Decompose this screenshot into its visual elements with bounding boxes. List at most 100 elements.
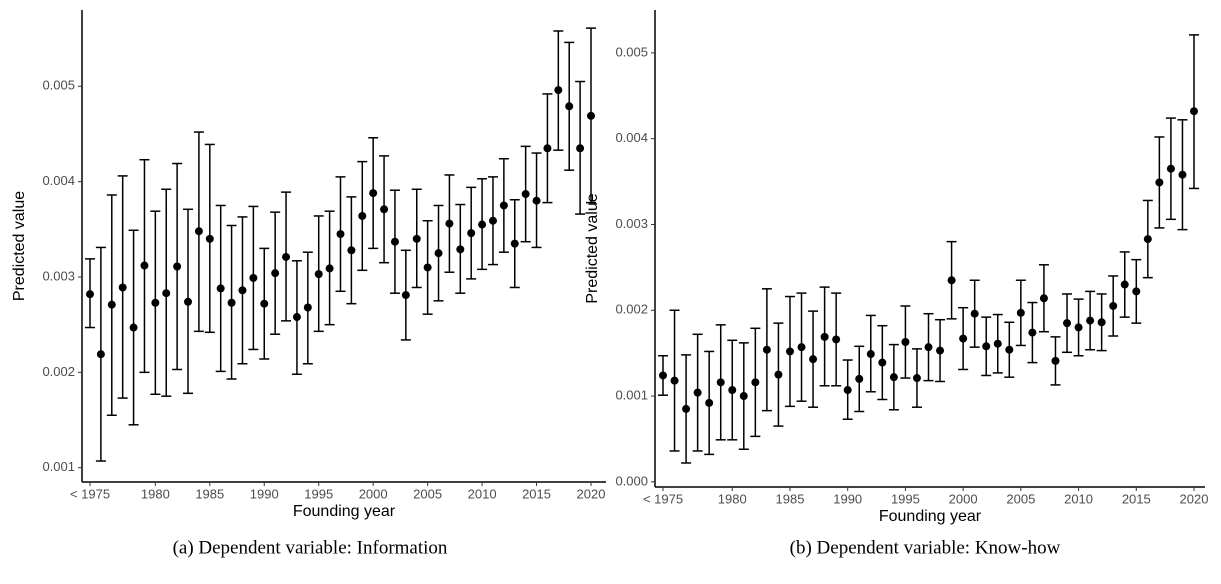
point (751, 378, 760, 387)
point (347, 246, 356, 255)
y-tick-label: 0.004 (42, 173, 75, 188)
point (1063, 319, 1072, 328)
point (565, 102, 574, 111)
point (587, 111, 595, 120)
point (1097, 318, 1106, 327)
y-axis-title: Predicted value (11, 191, 28, 301)
point (1028, 328, 1037, 337)
point (912, 374, 921, 383)
y-tick-label: 0.003 (615, 216, 648, 231)
y-tick-label: 0.002 (42, 364, 75, 379)
x-tick-label: 2020 (577, 486, 606, 501)
x-tick-label: 2015 (522, 486, 551, 501)
point (993, 339, 1002, 348)
caption: (b) Dependent variable: Know-how (790, 537, 1061, 558)
x-tick-label: 1995 (304, 486, 333, 501)
y-tick-label: 0.000 (615, 473, 648, 488)
y-axis-title: Predicted value (584, 193, 601, 303)
point (521, 190, 530, 199)
point (878, 358, 887, 367)
point (809, 355, 818, 364)
point (924, 343, 933, 352)
point (1155, 178, 1164, 187)
x-tick-label: 1990 (250, 486, 279, 501)
point (705, 398, 714, 407)
point (785, 347, 794, 356)
point (510, 239, 519, 248)
point (358, 211, 367, 220)
point (303, 303, 312, 312)
point (205, 234, 214, 243)
point (434, 249, 443, 258)
point (936, 346, 945, 355)
point (456, 245, 465, 254)
point (194, 227, 203, 236)
point (959, 334, 968, 343)
point (1178, 170, 1187, 179)
point (162, 289, 171, 298)
point (901, 338, 910, 347)
x-tick-label: 2015 (1122, 491, 1151, 506)
point (249, 273, 258, 282)
point (1132, 287, 1141, 296)
point (140, 261, 149, 270)
x-tick-label: 1980 (718, 491, 747, 506)
point (336, 230, 345, 239)
x-tick-label: 2010 (468, 486, 497, 501)
x-tick-label: 2000 (949, 491, 978, 506)
x-tick-label: 2020 (1180, 491, 1209, 506)
point (947, 276, 956, 285)
point (1039, 294, 1048, 303)
y-tick-label: 0.002 (615, 302, 648, 317)
point (970, 309, 979, 318)
point (1190, 107, 1198, 116)
x-tick-label: 2005 (1006, 491, 1035, 506)
x-tick-label: 1980 (141, 486, 170, 501)
point (380, 205, 389, 214)
point (216, 284, 225, 293)
point (238, 286, 247, 295)
point (866, 350, 875, 359)
point (445, 219, 454, 228)
point (576, 144, 585, 153)
y-tick-label: 0.005 (42, 78, 75, 93)
point (282, 252, 291, 261)
point (325, 264, 334, 273)
point (889, 373, 898, 382)
point (693, 388, 702, 397)
point (670, 376, 679, 385)
point (1074, 323, 1083, 332)
point (832, 335, 841, 344)
point (184, 297, 193, 306)
point (855, 374, 864, 383)
point (797, 343, 806, 352)
point (982, 342, 991, 351)
point (682, 404, 691, 413)
y-tick-label: 0.004 (615, 130, 648, 145)
x-tick-label: < 1975 (643, 491, 683, 506)
caption: (a) Dependent variable: Information (173, 537, 448, 558)
point (1143, 235, 1152, 244)
point (739, 392, 748, 401)
point (86, 290, 94, 299)
y-tick-label: 0.001 (615, 387, 648, 402)
x-tick-label: 1990 (833, 491, 862, 506)
point (118, 283, 127, 292)
x-tick-label: 2000 (359, 486, 388, 501)
point (292, 313, 301, 322)
point (314, 270, 323, 279)
y-tick-label: 0.001 (42, 459, 75, 474)
point (271, 269, 280, 278)
point (96, 350, 105, 359)
point (1109, 301, 1118, 310)
point (532, 196, 541, 205)
point (774, 370, 783, 379)
point (390, 237, 399, 246)
x-axis-title: Founding year (293, 503, 396, 520)
x-tick-label: < 1975 (70, 486, 110, 501)
point (369, 189, 378, 198)
point (401, 291, 410, 300)
x-tick-label: 2005 (413, 486, 442, 501)
point (543, 144, 552, 153)
